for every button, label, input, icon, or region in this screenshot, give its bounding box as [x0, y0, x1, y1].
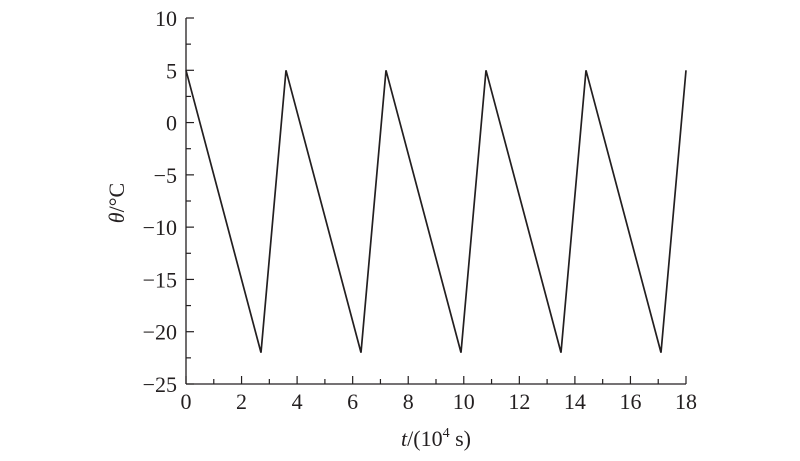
x-tick-label: 8	[403, 389, 414, 414]
x-tick-label: 18	[675, 389, 697, 414]
y-tick-label: −5	[154, 163, 177, 188]
x-axis-label: t/(104 s)	[401, 426, 471, 451]
x-tick-label: 4	[292, 389, 303, 414]
y-tick-label: −25	[143, 372, 177, 397]
x-tick-label: 2	[236, 389, 247, 414]
y-axis-ticks: −25 −20 −15 −10 −5 0 5 10	[143, 6, 194, 397]
y-tick-label: −15	[143, 267, 177, 292]
x-axis-label-unit-close: s)	[450, 426, 471, 451]
x-tick-label: 12	[508, 389, 530, 414]
x-axis-label-variable: t	[401, 426, 408, 451]
x-tick-label: 10	[453, 389, 475, 414]
x-tick-label: 0	[181, 389, 192, 414]
x-tick-label: 16	[619, 389, 641, 414]
y-tick-label: 10	[155, 6, 177, 31]
y-tick-label: 0	[166, 111, 177, 136]
x-tick-label: 14	[564, 389, 586, 414]
y-axis-label-variable: θ	[104, 212, 129, 223]
y-axis-label-unit: /°C	[104, 183, 129, 213]
y-tick-label: −10	[143, 215, 177, 240]
x-axis-ticks: 0 2 4 6 8 10 12 14 16 18	[181, 376, 697, 414]
y-axis-label: θ/°C	[104, 183, 129, 223]
x-tick-label: 6	[347, 389, 358, 414]
y-tick-label: −20	[143, 320, 177, 345]
series-group	[185, 70, 687, 353]
x-axis-label-unit-open: /(10	[407, 426, 442, 451]
y-tick-label: 5	[166, 58, 177, 83]
series-line	[185, 70, 687, 353]
x-axis-label-exponent: 4	[443, 426, 450, 441]
